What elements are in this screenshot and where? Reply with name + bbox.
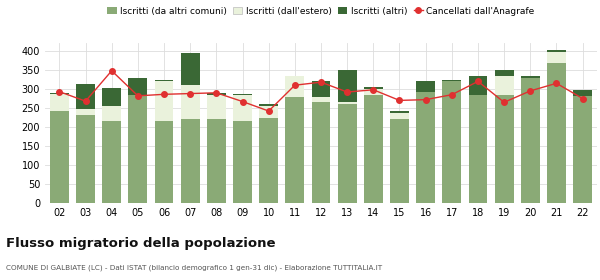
Bar xyxy=(495,70,514,76)
Bar xyxy=(128,95,147,203)
Text: Flusso migratorio della popolazione: Flusso migratorio della popolazione xyxy=(6,237,275,249)
Bar xyxy=(521,78,540,203)
Bar xyxy=(416,81,435,92)
Bar xyxy=(102,106,121,121)
Bar xyxy=(233,95,252,121)
Bar xyxy=(76,85,95,109)
Bar xyxy=(181,53,200,85)
Bar xyxy=(521,76,540,78)
Bar xyxy=(181,85,200,119)
Bar xyxy=(442,80,461,81)
Bar xyxy=(390,119,409,203)
Bar xyxy=(181,119,200,203)
Bar xyxy=(50,94,69,111)
Bar xyxy=(102,121,121,203)
Bar xyxy=(311,97,331,102)
Bar xyxy=(547,52,566,63)
Bar xyxy=(364,87,383,89)
Bar xyxy=(547,50,566,52)
Bar xyxy=(50,111,69,203)
Bar xyxy=(364,89,383,95)
Bar xyxy=(416,92,435,203)
Bar xyxy=(364,95,383,203)
Bar xyxy=(338,70,356,102)
Bar xyxy=(102,88,121,106)
Bar xyxy=(259,118,278,203)
Bar xyxy=(547,63,566,203)
Bar xyxy=(573,96,592,203)
Bar xyxy=(233,94,252,95)
Bar xyxy=(76,115,95,203)
Text: COMUNE DI GALBIATE (LC) - Dati ISTAT (bilancio demografico 1 gen-31 dic) - Elabo: COMUNE DI GALBIATE (LC) - Dati ISTAT (bi… xyxy=(6,265,382,271)
Bar xyxy=(469,76,487,95)
Bar xyxy=(573,90,592,96)
Bar xyxy=(311,102,331,203)
Legend: Iscritti (da altri comuni), Iscritti (dall'estero), Iscritti (altri), Cancellati: Iscritti (da altri comuni), Iscritti (da… xyxy=(104,3,538,19)
Bar xyxy=(207,93,226,95)
Bar xyxy=(469,95,487,203)
Bar xyxy=(155,80,173,81)
Bar xyxy=(338,104,356,203)
Bar xyxy=(286,76,304,97)
Bar xyxy=(390,113,409,119)
Bar xyxy=(259,104,278,106)
Bar xyxy=(338,102,356,104)
Bar xyxy=(259,106,278,118)
Bar xyxy=(311,81,331,97)
Bar xyxy=(207,95,226,119)
Bar xyxy=(286,97,304,203)
Bar xyxy=(207,119,226,203)
Bar xyxy=(128,78,147,95)
Bar xyxy=(233,121,252,203)
Bar xyxy=(495,95,514,203)
Bar xyxy=(390,111,409,113)
Bar xyxy=(50,93,69,94)
Bar xyxy=(76,109,95,115)
Bar xyxy=(155,121,173,203)
Bar xyxy=(495,76,514,95)
Bar xyxy=(442,81,461,203)
Bar xyxy=(155,81,173,121)
